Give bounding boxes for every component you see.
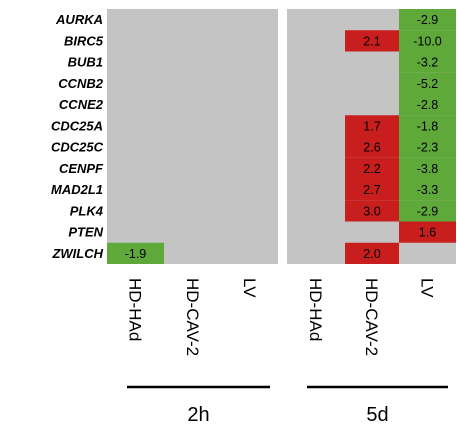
heatmap-cell: [345, 200, 399, 222]
cell-value-label: -3.2: [417, 56, 439, 70]
group-label: 2h: [187, 404, 209, 426]
gene-label: CCNE2: [59, 97, 104, 112]
column-label: HD-CAV-2: [183, 278, 202, 356]
heatmap-cell: [345, 157, 399, 179]
gene-label: CENPF: [59, 161, 104, 176]
heatmap-cell: [345, 242, 399, 264]
heatmap-cell: [107, 242, 164, 264]
cell-value-label: -5.2: [417, 77, 439, 91]
gene-label: CDC25C: [51, 140, 104, 155]
gene-label: CCNB2: [58, 76, 104, 91]
gene-label: PTEN: [68, 225, 103, 240]
heatmap-cell: [345, 179, 399, 201]
cell-value-label: 1.6: [419, 226, 436, 240]
cell-value-label: 2.2: [363, 162, 380, 176]
cell-value-label: 2.0: [363, 247, 380, 261]
gene-label: CDC25A: [51, 118, 103, 133]
cell-value-label: -2.8: [417, 98, 439, 112]
heatmap-cell: [399, 136, 456, 158]
heatmap-cell: [345, 115, 399, 137]
heatmap-cell: [399, 72, 456, 94]
cell-value-label: 3.0: [363, 204, 380, 218]
cell-value-label: -1.9: [125, 247, 147, 261]
cell-value-label: -2.9: [417, 13, 439, 27]
gene-label: MAD2L1: [51, 182, 103, 197]
cell-value-label: -1.8: [417, 119, 439, 133]
cell-value-label: -3.8: [417, 162, 439, 176]
heatmap-cell: [399, 115, 456, 137]
column-label: HD-HAd: [306, 278, 325, 341]
group-label: 5d: [366, 404, 388, 426]
gene-label: PLK4: [70, 203, 104, 218]
column-label: HD-HAd: [126, 278, 145, 341]
heatmap-cell: [399, 157, 456, 179]
heatmap-cell: [345, 30, 399, 52]
gene-label: ZWILCH: [51, 246, 103, 261]
heatmap-cell: [399, 179, 456, 201]
heatmap-cell: [399, 51, 456, 73]
heatmap-cell: [399, 221, 456, 243]
panel-separator: [278, 9, 287, 264]
cell-value-label: 1.7: [363, 119, 380, 133]
cell-value-label: -3.3: [417, 183, 439, 197]
column-label: HD-CAV-2: [362, 278, 381, 356]
cell-value-label: -2.9: [417, 204, 439, 218]
column-label: LV: [240, 278, 259, 298]
cell-value-label: 2.6: [363, 141, 380, 155]
cell-value-label: 2.7: [363, 183, 380, 197]
gene-label: AURKA: [55, 12, 103, 27]
cell-value-label: 2.1: [363, 34, 380, 48]
heatmap-panel-2h: [107, 9, 278, 264]
heatmap-cell: [399, 9, 456, 31]
heatmap-cell: [399, 94, 456, 116]
gene-label: BUB1: [68, 55, 103, 70]
gene-label: BIRC5: [64, 33, 104, 48]
heatmap-cell: [345, 136, 399, 158]
cell-value-label: -10.0: [413, 34, 442, 48]
column-label: LV: [418, 278, 437, 298]
heatmap-cell: [399, 30, 456, 52]
heatmap-cell: [399, 200, 456, 222]
cell-value-label: -2.3: [417, 141, 439, 155]
